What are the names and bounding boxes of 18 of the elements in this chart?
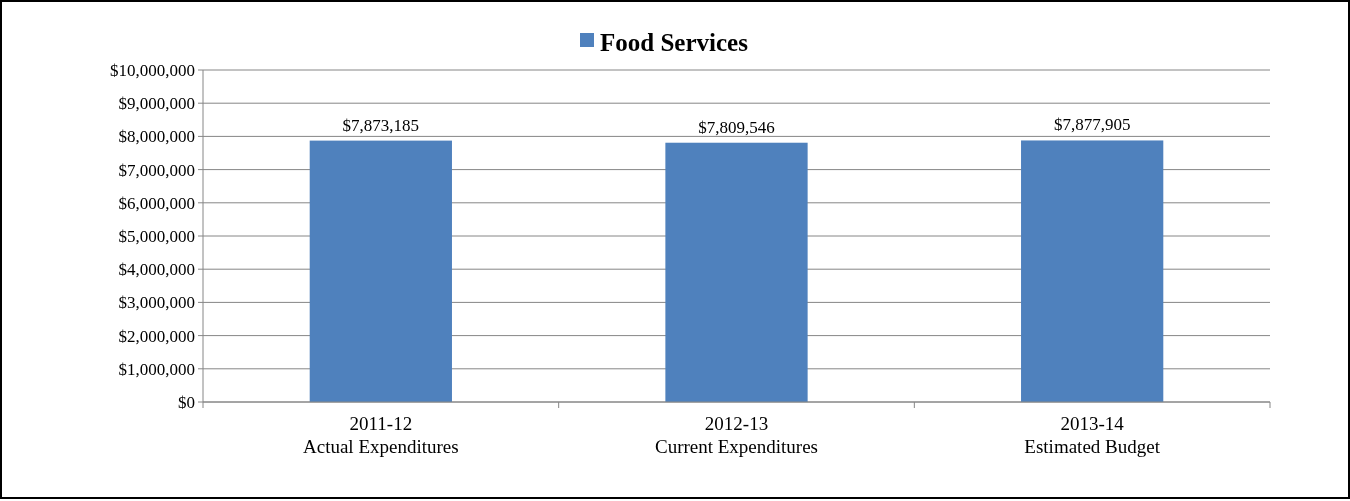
data-label: $7,877,905 (1053, 115, 1131, 135)
y-tick-label: $2,000,000 (118, 326, 195, 346)
data-label: $7,873,185 (342, 115, 420, 135)
x-tick-label: 2011-12 Actual Expenditures (303, 413, 459, 457)
y-tick-label: $1,000,000 (118, 359, 195, 379)
x-tick-label: 2012-13 Current Expenditures (654, 413, 819, 457)
y-tick-label: $4,000,000 (118, 260, 195, 280)
y-tick-label: $0 (178, 392, 195, 412)
data-label: $7,809,546 (698, 117, 775, 137)
y-tick-label: $5,000,000 (118, 226, 195, 246)
legend-label: Food Services (600, 28, 749, 56)
y-tick-label: $3,000,000 (118, 293, 195, 313)
y-tick-label: $6,000,000 (118, 193, 195, 213)
x-tick-label: 2013-14 Estimated Budget (1024, 413, 1161, 457)
y-tick-label: $10,000,000 (110, 60, 195, 80)
y-tick-label: $7,000,000 (118, 160, 195, 180)
y-tick-label: $8,000,000 (118, 127, 195, 147)
y-tick-label: $9,000,000 (118, 94, 195, 114)
